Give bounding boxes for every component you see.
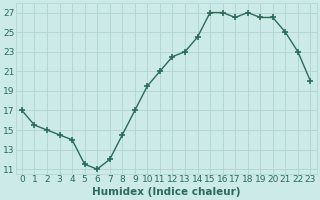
X-axis label: Humidex (Indice chaleur): Humidex (Indice chaleur) bbox=[92, 187, 240, 197]
